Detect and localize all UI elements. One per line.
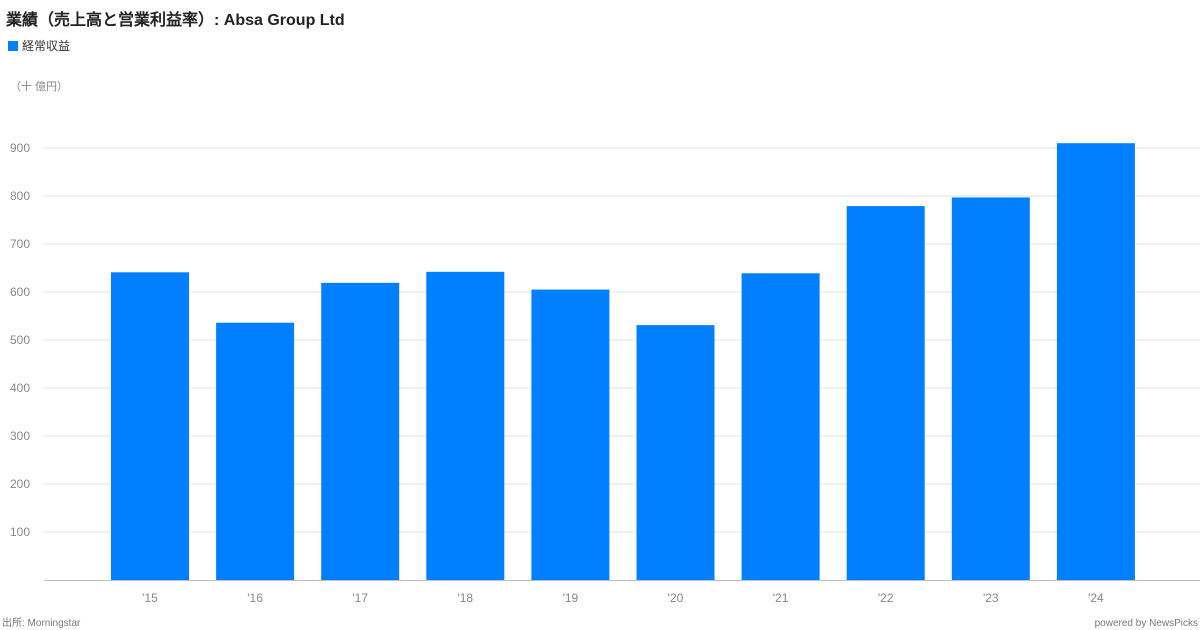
bar	[216, 322, 295, 580]
bar	[741, 273, 820, 580]
credit-note: powered by NewsPicks	[1094, 618, 1198, 629]
x-tick-label: '23	[983, 591, 999, 605]
x-tick-label: '17	[352, 591, 368, 605]
y-tick-label: 500	[10, 333, 30, 347]
y-tick-label: 100	[10, 525, 30, 539]
legend: 経常収益	[8, 37, 70, 54]
bar	[426, 271, 505, 580]
bar	[1056, 143, 1135, 580]
bar	[111, 272, 189, 580]
x-tick-label: '15	[142, 591, 158, 605]
x-tick-label: '24	[1088, 591, 1104, 605]
y-tick-label: 600	[10, 285, 30, 299]
source-note: 出所: Morningstar	[2, 618, 81, 629]
bar	[846, 206, 925, 580]
x-tick-label: '22	[878, 591, 894, 605]
y-tick-label: 900	[10, 141, 30, 155]
bar	[531, 289, 610, 580]
y-tick-label: 700	[10, 237, 30, 251]
y-tick-label: 200	[10, 477, 30, 491]
y-axis-unit-label: （十 億円）	[10, 81, 69, 93]
x-tick-label: '16	[247, 591, 263, 605]
y-tick-label: 800	[10, 189, 30, 203]
bar	[951, 197, 1030, 580]
x-tick-label: '21	[773, 591, 789, 605]
bar	[636, 325, 715, 580]
x-tick-label: '19	[563, 591, 579, 605]
legend-label: 経常収益	[22, 39, 71, 53]
x-tick-label: '20	[668, 591, 684, 605]
y-tick-label: 300	[10, 429, 30, 443]
chart-title: 業績（売上高と営業利益率）: Absa Group Ltd	[6, 12, 345, 29]
bar	[321, 282, 400, 580]
legend-swatch	[8, 40, 18, 51]
x-tick-label: '18	[457, 591, 473, 605]
y-tick-label: 400	[10, 381, 30, 395]
